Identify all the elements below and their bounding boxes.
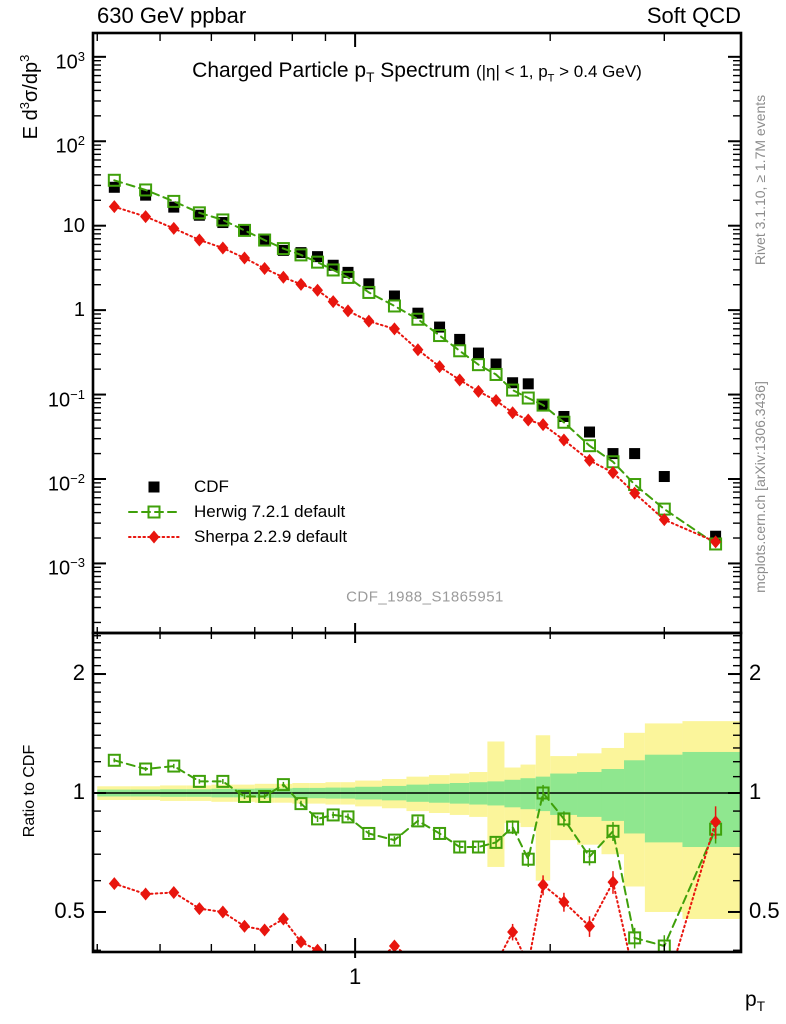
sherpa-marker-sample (128, 530, 180, 543)
legend-label-sherpa: Sherpa 2.2.9 default (194, 526, 348, 546)
ratio-y-tick-label-left: 1 (72, 778, 85, 804)
ratio-bands (93, 721, 741, 919)
legend-item-sherpa: Sherpa 2.2.9 default (126, 524, 347, 549)
title-cuts-sub: T (547, 72, 555, 85)
main-y-tick-label: 10−2 (47, 470, 85, 496)
main-y-tick-label: 10−3 (47, 555, 85, 581)
main-y-tick-label: 10 (62, 214, 85, 237)
x-axis-title: pT (745, 988, 766, 1015)
ratio-y-tick-label-left: 0.5 (54, 897, 85, 923)
legend-label-cdf: CDF (194, 476, 229, 496)
rivet-version-note: Rivet 3.1.10, ≥ 1.7M events (752, 94, 768, 266)
main-y-tick-label: 1 (73, 299, 85, 322)
legend-label-herwig: Herwig 7.2.1 default (194, 501, 346, 521)
title-text-2: Spectrum (374, 59, 471, 82)
legend-item-herwig: Herwig 7.2.1 default (126, 499, 347, 524)
herwig-marker-sample (128, 505, 180, 518)
cdf-marker-sample (148, 481, 160, 492)
legend: CDF Herwig 7.2.1 default Sherpa 2.2.9 de… (126, 474, 347, 549)
mcplots-arxiv-note: mcplots.cern.ch [arXiv:1306.3436] (752, 381, 768, 593)
ratio-y-tick-label-right: 0.5 (749, 897, 780, 923)
title-sub: T (366, 70, 375, 86)
legend-item-cdf: CDF (126, 474, 347, 499)
main-y-tick-label: 103 (55, 48, 85, 74)
header-process-label: Soft QCD (646, 3, 741, 28)
header-beam-label: 630 GeV ppbar (97, 3, 247, 28)
ratio-y-tick-label-right: 2 (749, 660, 762, 686)
x-tick-label: 1 (348, 964, 362, 989)
axes-frame (91, 31, 743, 958)
analysis-id-watermark: CDF_1988_S1865951 (346, 588, 504, 606)
ratio-y-tick-label-right: 1 (749, 778, 762, 804)
ratio-plot-area (107, 753, 723, 952)
title-text: Charged Particle p (192, 59, 367, 82)
main-y-tick-label: 10−1 (47, 386, 85, 412)
title-cuts-2: > 0.4 GeV) (554, 62, 642, 81)
ratio-y-tick-label-left: 2 (72, 660, 85, 686)
main-plot-title: Charged Particle pT Spectrum (|η| < 1, p… (93, 59, 741, 85)
main-y-tick-label: 102 (55, 133, 85, 158)
title-cuts: (|η| < 1, p (475, 62, 548, 81)
